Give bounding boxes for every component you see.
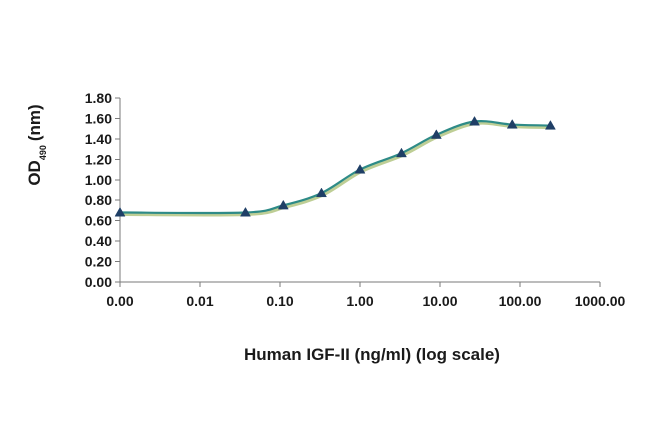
y-tick-label: 1.60 bbox=[85, 110, 112, 126]
series-line bbox=[119, 120, 551, 215]
x-tick-label: 0.00 bbox=[106, 293, 133, 309]
y-axis-title: OD490 (nm) bbox=[25, 104, 48, 185]
y-axis: 0.00 0.20 0.40 0.60 0.80 1.00 1.20 1.40 1.60 1.80 bbox=[85, 90, 121, 290]
svg-text:OD490(nm): OD490 (nm) bbox=[25, 104, 48, 185]
y-axis-title-subscript: 490 bbox=[38, 145, 48, 160]
data-point-marker bbox=[240, 206, 251, 217]
data-point-marker bbox=[544, 120, 556, 130]
data-point-marker bbox=[506, 119, 518, 129]
x-tick-label: 1.00 bbox=[346, 293, 373, 309]
data-point-marker bbox=[114, 206, 126, 217]
x-tick-label: 0.01 bbox=[186, 293, 213, 309]
x-tick-label: 100.00 bbox=[499, 293, 542, 309]
data-point-marker bbox=[396, 147, 407, 158]
x-tick-label: 0.10 bbox=[266, 293, 293, 309]
series-line-shadow bbox=[121, 121, 552, 217]
data-point-marker bbox=[354, 164, 366, 174]
y-tick-label: 1.20 bbox=[85, 151, 112, 167]
y-axis-title-unit: (nm) bbox=[25, 104, 44, 141]
x-axis-title: Human IGF-II (ng/ml) (log scale) bbox=[244, 345, 500, 364]
y-tick-label: 1.00 bbox=[85, 172, 112, 188]
x-tick-label: 1000.00 bbox=[575, 293, 626, 309]
y-tick-label: 0.80 bbox=[85, 192, 112, 208]
y-tick-label: 1.40 bbox=[85, 131, 112, 147]
x-tick-label: 10.00 bbox=[422, 293, 457, 309]
series-layer bbox=[114, 116, 556, 217]
y-tick-label: 0.20 bbox=[85, 254, 112, 270]
y-tick-label: 0.60 bbox=[85, 213, 112, 229]
data-point-marker bbox=[316, 187, 327, 198]
y-tick-label: 0.40 bbox=[85, 233, 112, 249]
y-axis-title-main: OD bbox=[25, 160, 44, 186]
y-tick-label: 1.80 bbox=[85, 90, 112, 106]
x-axis: 0.00 0.01 0.10 1.00 10.00 100.00 1000.00 bbox=[106, 281, 626, 309]
data-point-marker bbox=[430, 129, 442, 139]
data-point-marker bbox=[277, 199, 289, 210]
data-point-marker bbox=[469, 116, 480, 126]
y-tick-label: 0.00 bbox=[85, 274, 112, 290]
